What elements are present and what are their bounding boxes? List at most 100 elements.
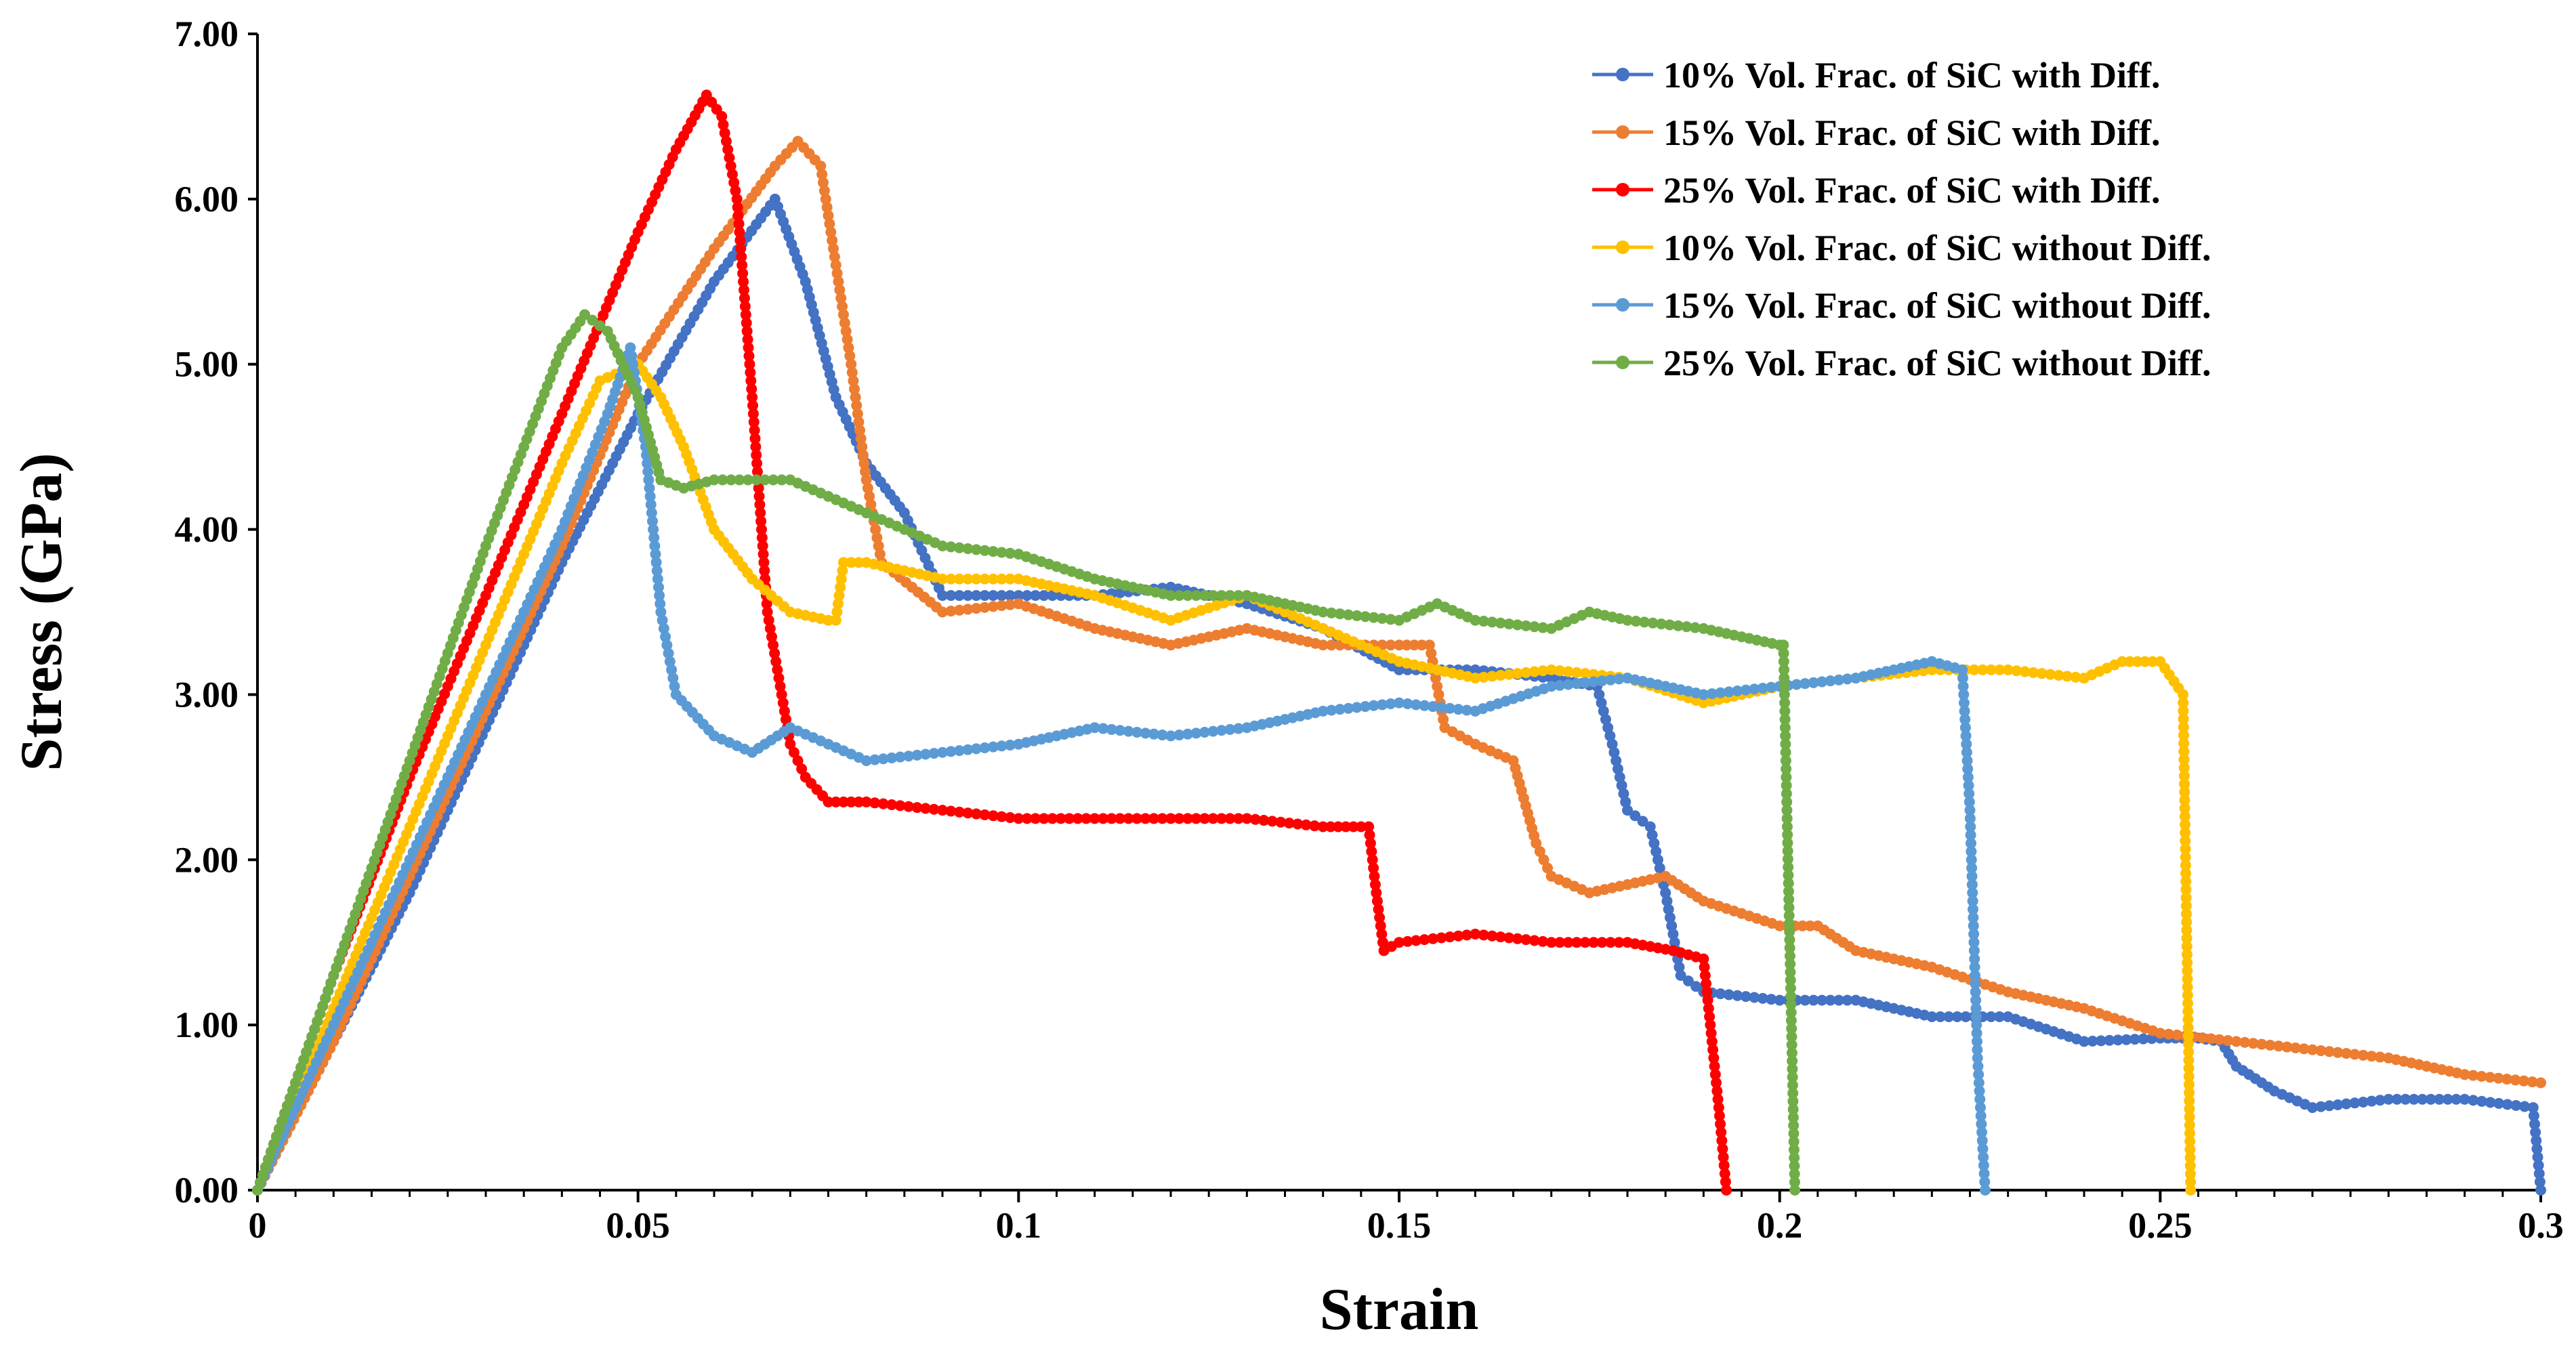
data-point	[2184, 1112, 2195, 1123]
data-point	[2391, 1093, 2403, 1105]
data-point	[1438, 714, 1449, 725]
data-point	[1089, 722, 1100, 734]
data-point	[1554, 937, 1566, 948]
data-point	[663, 648, 674, 659]
data-point	[741, 325, 753, 337]
legend-item: 10% Vol. Frac. of SiC without Diff.	[1592, 228, 2211, 268]
data-point	[1402, 935, 1413, 947]
data-point	[832, 598, 844, 610]
data-point	[1960, 1011, 1972, 1022]
data-point	[1173, 813, 1185, 824]
data-point	[774, 681, 786, 692]
data-point	[840, 325, 852, 337]
data-point	[1783, 877, 1794, 889]
data-point	[1611, 755, 1622, 766]
data-point	[734, 226, 745, 238]
data-point	[1780, 755, 1791, 766]
data-point	[781, 714, 792, 725]
data-point	[1666, 920, 1678, 931]
data-point	[733, 218, 745, 230]
data-point	[1669, 937, 1680, 948]
data-point	[1664, 619, 1676, 631]
data-point	[2087, 1035, 2098, 1047]
data-point	[1789, 1185, 1801, 1196]
y-axis-title: Stress (GPa)	[9, 452, 75, 771]
data-point	[2501, 1099, 2513, 1110]
data-point	[2182, 1038, 2194, 1050]
data-point	[1709, 1069, 1721, 1080]
data-point	[1704, 1011, 1716, 1022]
data-point	[625, 342, 636, 354]
data-point	[1713, 1110, 1725, 1122]
data-point	[1373, 904, 1384, 915]
data-point	[996, 600, 1007, 612]
data-point	[1781, 796, 1793, 807]
data-point	[1779, 681, 1790, 692]
data-point	[1825, 675, 1836, 687]
data-point	[1004, 590, 1016, 602]
data-point	[2182, 990, 2193, 1001]
data-point	[1283, 818, 1295, 829]
data-point	[1978, 1152, 1989, 1163]
data-point	[732, 210, 744, 222]
data-point	[722, 144, 734, 155]
data-point	[1647, 617, 1659, 629]
data-point	[741, 317, 752, 329]
data-point	[742, 334, 753, 345]
data-point	[768, 639, 779, 651]
data-point	[1783, 902, 1795, 913]
data-point	[763, 614, 774, 626]
data-point	[920, 748, 932, 760]
data-point	[1787, 1087, 1799, 1099]
data-point	[1779, 673, 1790, 684]
data-point	[1360, 701, 1371, 713]
data-point	[764, 623, 776, 634]
data-point	[1740, 684, 1751, 696]
data-point	[837, 301, 848, 312]
data-point	[717, 474, 728, 486]
data-point	[724, 152, 735, 163]
legend: 10% Vol. Frac. of SiC with Diff. 15% Vol.…	[1592, 55, 2211, 383]
data-point	[1788, 1136, 1800, 1147]
data-point	[1978, 1160, 1989, 1171]
data-point	[2132, 656, 2143, 667]
data-point	[2178, 770, 2190, 782]
y-tick-label: 5.00	[175, 344, 239, 385]
data-point	[1789, 1177, 1800, 1188]
data-point	[1461, 704, 1472, 716]
data-point	[1964, 813, 1976, 824]
data-point	[835, 581, 846, 593]
data-point	[1173, 590, 1185, 602]
data-point	[2531, 1143, 2543, 1155]
data-point	[871, 532, 883, 543]
data-point	[2155, 1028, 2166, 1039]
data-point	[2400, 1093, 2411, 1105]
data-point	[743, 350, 755, 362]
data-point	[1788, 1144, 1800, 1156]
data-point	[2185, 1185, 2197, 1196]
data-point	[1596, 937, 1608, 948]
data-point	[2349, 1097, 2361, 1109]
data-point	[2222, 1035, 2234, 1047]
data-point	[1190, 727, 1202, 739]
data-point	[962, 573, 974, 585]
data-point	[2179, 819, 2190, 830]
data-point	[1757, 992, 1768, 1004]
data-point	[1334, 704, 1346, 715]
data-point	[2180, 884, 2192, 895]
x-tick-label: 0.25	[2128, 1205, 2193, 1246]
data-point	[1816, 994, 1828, 1006]
data-point	[739, 301, 751, 312]
data-point	[1021, 813, 1033, 824]
data-point	[2139, 656, 2151, 667]
data-point	[970, 544, 982, 555]
data-point	[1709, 1061, 1720, 1072]
data-point	[1562, 937, 1574, 948]
data-point	[1974, 1093, 1986, 1105]
data-point	[1782, 829, 1793, 841]
data-point	[746, 383, 757, 395]
data-point	[1967, 904, 1978, 915]
data-point	[2183, 1063, 2195, 1074]
data-point	[648, 524, 659, 535]
data-point	[1966, 862, 1978, 874]
